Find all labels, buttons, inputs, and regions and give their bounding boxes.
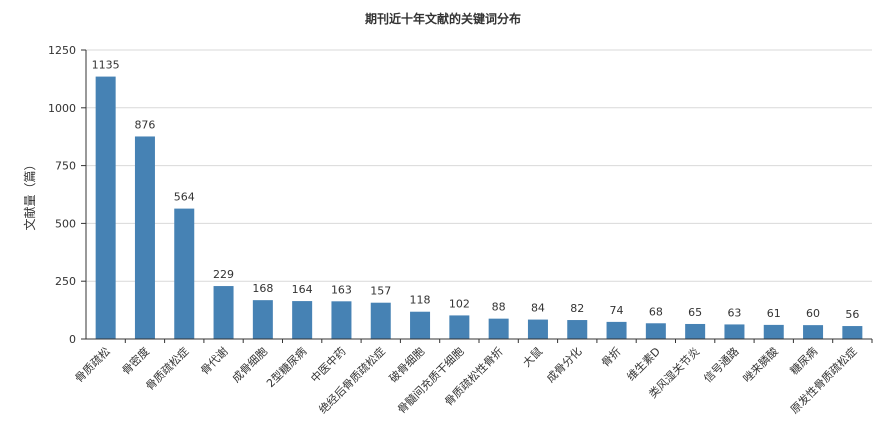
x-tick-label: 维生素D <box>624 344 663 383</box>
bar <box>567 320 588 339</box>
data-label: 65 <box>688 306 702 319</box>
bar <box>527 319 548 339</box>
bar <box>488 318 509 339</box>
data-label: 118 <box>410 294 431 307</box>
data-label: 163 <box>331 283 352 296</box>
data-label: 1135 <box>92 59 120 72</box>
data-label: 82 <box>570 302 584 315</box>
bar <box>410 311 431 339</box>
x-tick-label: 骨代谢 <box>197 344 230 377</box>
x-tick-label: 原发性骨质疏松症 <box>787 344 859 416</box>
data-label: 88 <box>492 301 506 314</box>
data-label: 68 <box>649 305 663 318</box>
data-label: 74 <box>610 304 624 317</box>
bar <box>685 323 706 339</box>
x-tick-label: 绝经后骨质疏松症 <box>316 344 388 416</box>
bar <box>645 323 666 339</box>
y-tick-label: 1250 <box>48 44 76 57</box>
x-tick-label: 信号通路 <box>701 345 741 385</box>
bar <box>449 315 470 339</box>
y-tick-label: 750 <box>55 160 76 173</box>
data-label: 84 <box>531 302 545 315</box>
bar <box>213 286 234 339</box>
data-label: 164 <box>292 283 313 296</box>
bar <box>724 324 745 339</box>
bar <box>842 326 863 339</box>
bar <box>292 301 313 339</box>
y-axis-title: 文献量（篇） <box>22 158 37 230</box>
data-label: 564 <box>174 191 195 204</box>
bar <box>331 301 352 339</box>
x-tick-label: 成骨细胞 <box>230 345 270 385</box>
axes <box>81 49 873 343</box>
x-tick-label: 骨髓间充质干细胞 <box>394 344 466 416</box>
gridlines <box>86 49 872 282</box>
y-tick-label: 1000 <box>48 102 76 115</box>
y-tick-label: 500 <box>55 217 76 230</box>
x-tick-label: 骨折 <box>598 344 623 369</box>
bar <box>252 300 273 339</box>
y-tick-label: 250 <box>55 275 76 288</box>
x-tick-label: 糖尿病 <box>787 344 820 377</box>
bar <box>763 324 784 339</box>
bar <box>803 325 824 339</box>
x-tick-label: 唑来膦酸 <box>740 344 781 385</box>
bar <box>606 321 627 339</box>
data-label: 168 <box>252 282 273 295</box>
data-label: 229 <box>213 268 234 281</box>
x-tick-label: 大鼠 <box>520 344 545 369</box>
bar <box>134 136 155 339</box>
data-label: 61 <box>767 307 781 320</box>
y-tick-label: 0 <box>69 333 76 346</box>
x-tick-label: 骨质疏松 <box>72 344 113 385</box>
x-tick-label: 破骨细胞 <box>386 344 427 385</box>
data-label: 876 <box>134 118 155 131</box>
data-label: 60 <box>806 307 820 320</box>
data-label: 63 <box>727 306 741 319</box>
data-label: 157 <box>370 285 391 298</box>
chart-title: 期刊近十年文献的关键词分布 <box>364 12 521 26</box>
x-tick-label: 骨密度 <box>119 344 152 377</box>
bar <box>174 208 195 339</box>
bar <box>95 76 116 339</box>
x-tick-label: 成骨分化 <box>543 344 584 385</box>
x-tick-label: 骨质疏松症 <box>143 344 192 393</box>
bar <box>370 302 391 339</box>
x-tick-label: 中医中药 <box>308 345 348 385</box>
data-label: 56 <box>845 308 859 321</box>
bars <box>95 76 863 339</box>
x-tick-label: 2型糖尿病 <box>263 344 309 390</box>
data-label: 102 <box>449 297 470 310</box>
